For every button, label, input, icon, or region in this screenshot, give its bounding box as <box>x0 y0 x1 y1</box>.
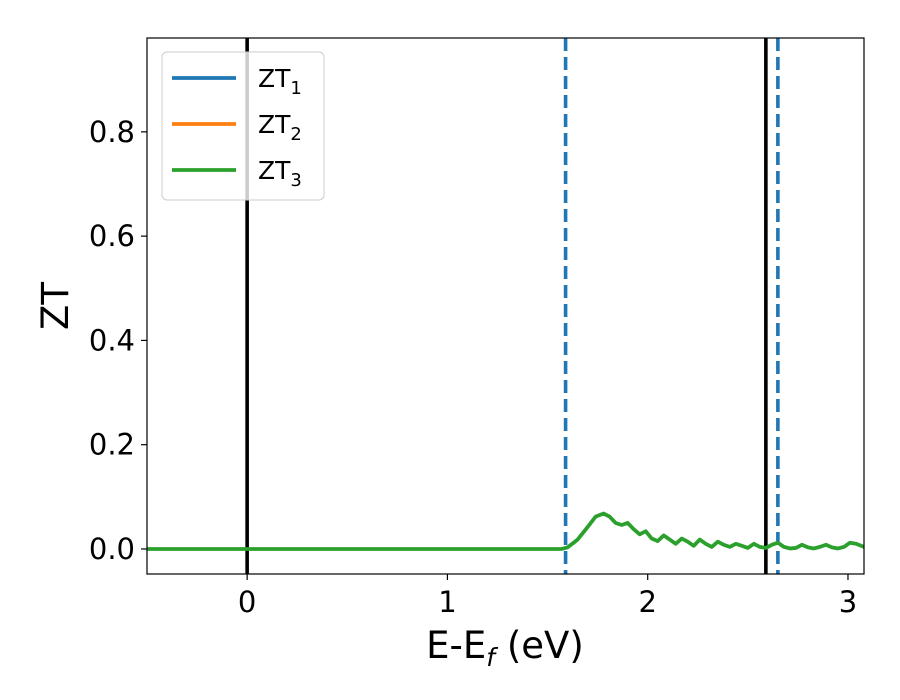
y-tick-label: 0.8 <box>89 115 135 149</box>
x-axis-label: E-Ef (eV) <box>426 624 584 672</box>
x-tick-label: 2 <box>638 585 656 619</box>
legend: ZT1 ZT2 ZT3 <box>161 51 325 201</box>
legend-label-1: ZT1 <box>258 64 302 99</box>
x-axis-ticks: 0 1 2 3 <box>238 574 857 619</box>
y-axis-label: ZT <box>34 282 77 330</box>
series-line-3 <box>147 511 864 551</box>
reference-lines <box>245 38 780 574</box>
legend-label-3: ZT3 <box>258 156 302 191</box>
y-tick-label: 0.2 <box>89 428 135 462</box>
x-tick-label: 0 <box>238 585 256 619</box>
legend-box <box>161 51 325 201</box>
x-tick-label: 3 <box>839 585 857 619</box>
axes-frame <box>146 37 865 575</box>
y-tick-label: 0.4 <box>89 323 135 357</box>
series-lines <box>147 511 864 551</box>
y-axis-ticks: 0.0 0.2 0.4 0.6 0.8 <box>89 115 147 566</box>
legend-label-2: ZT2 <box>258 110 302 145</box>
x-tick-label: 1 <box>438 585 456 619</box>
y-tick-label: 0.0 <box>89 532 135 566</box>
y-tick-label: 0.6 <box>89 219 135 253</box>
